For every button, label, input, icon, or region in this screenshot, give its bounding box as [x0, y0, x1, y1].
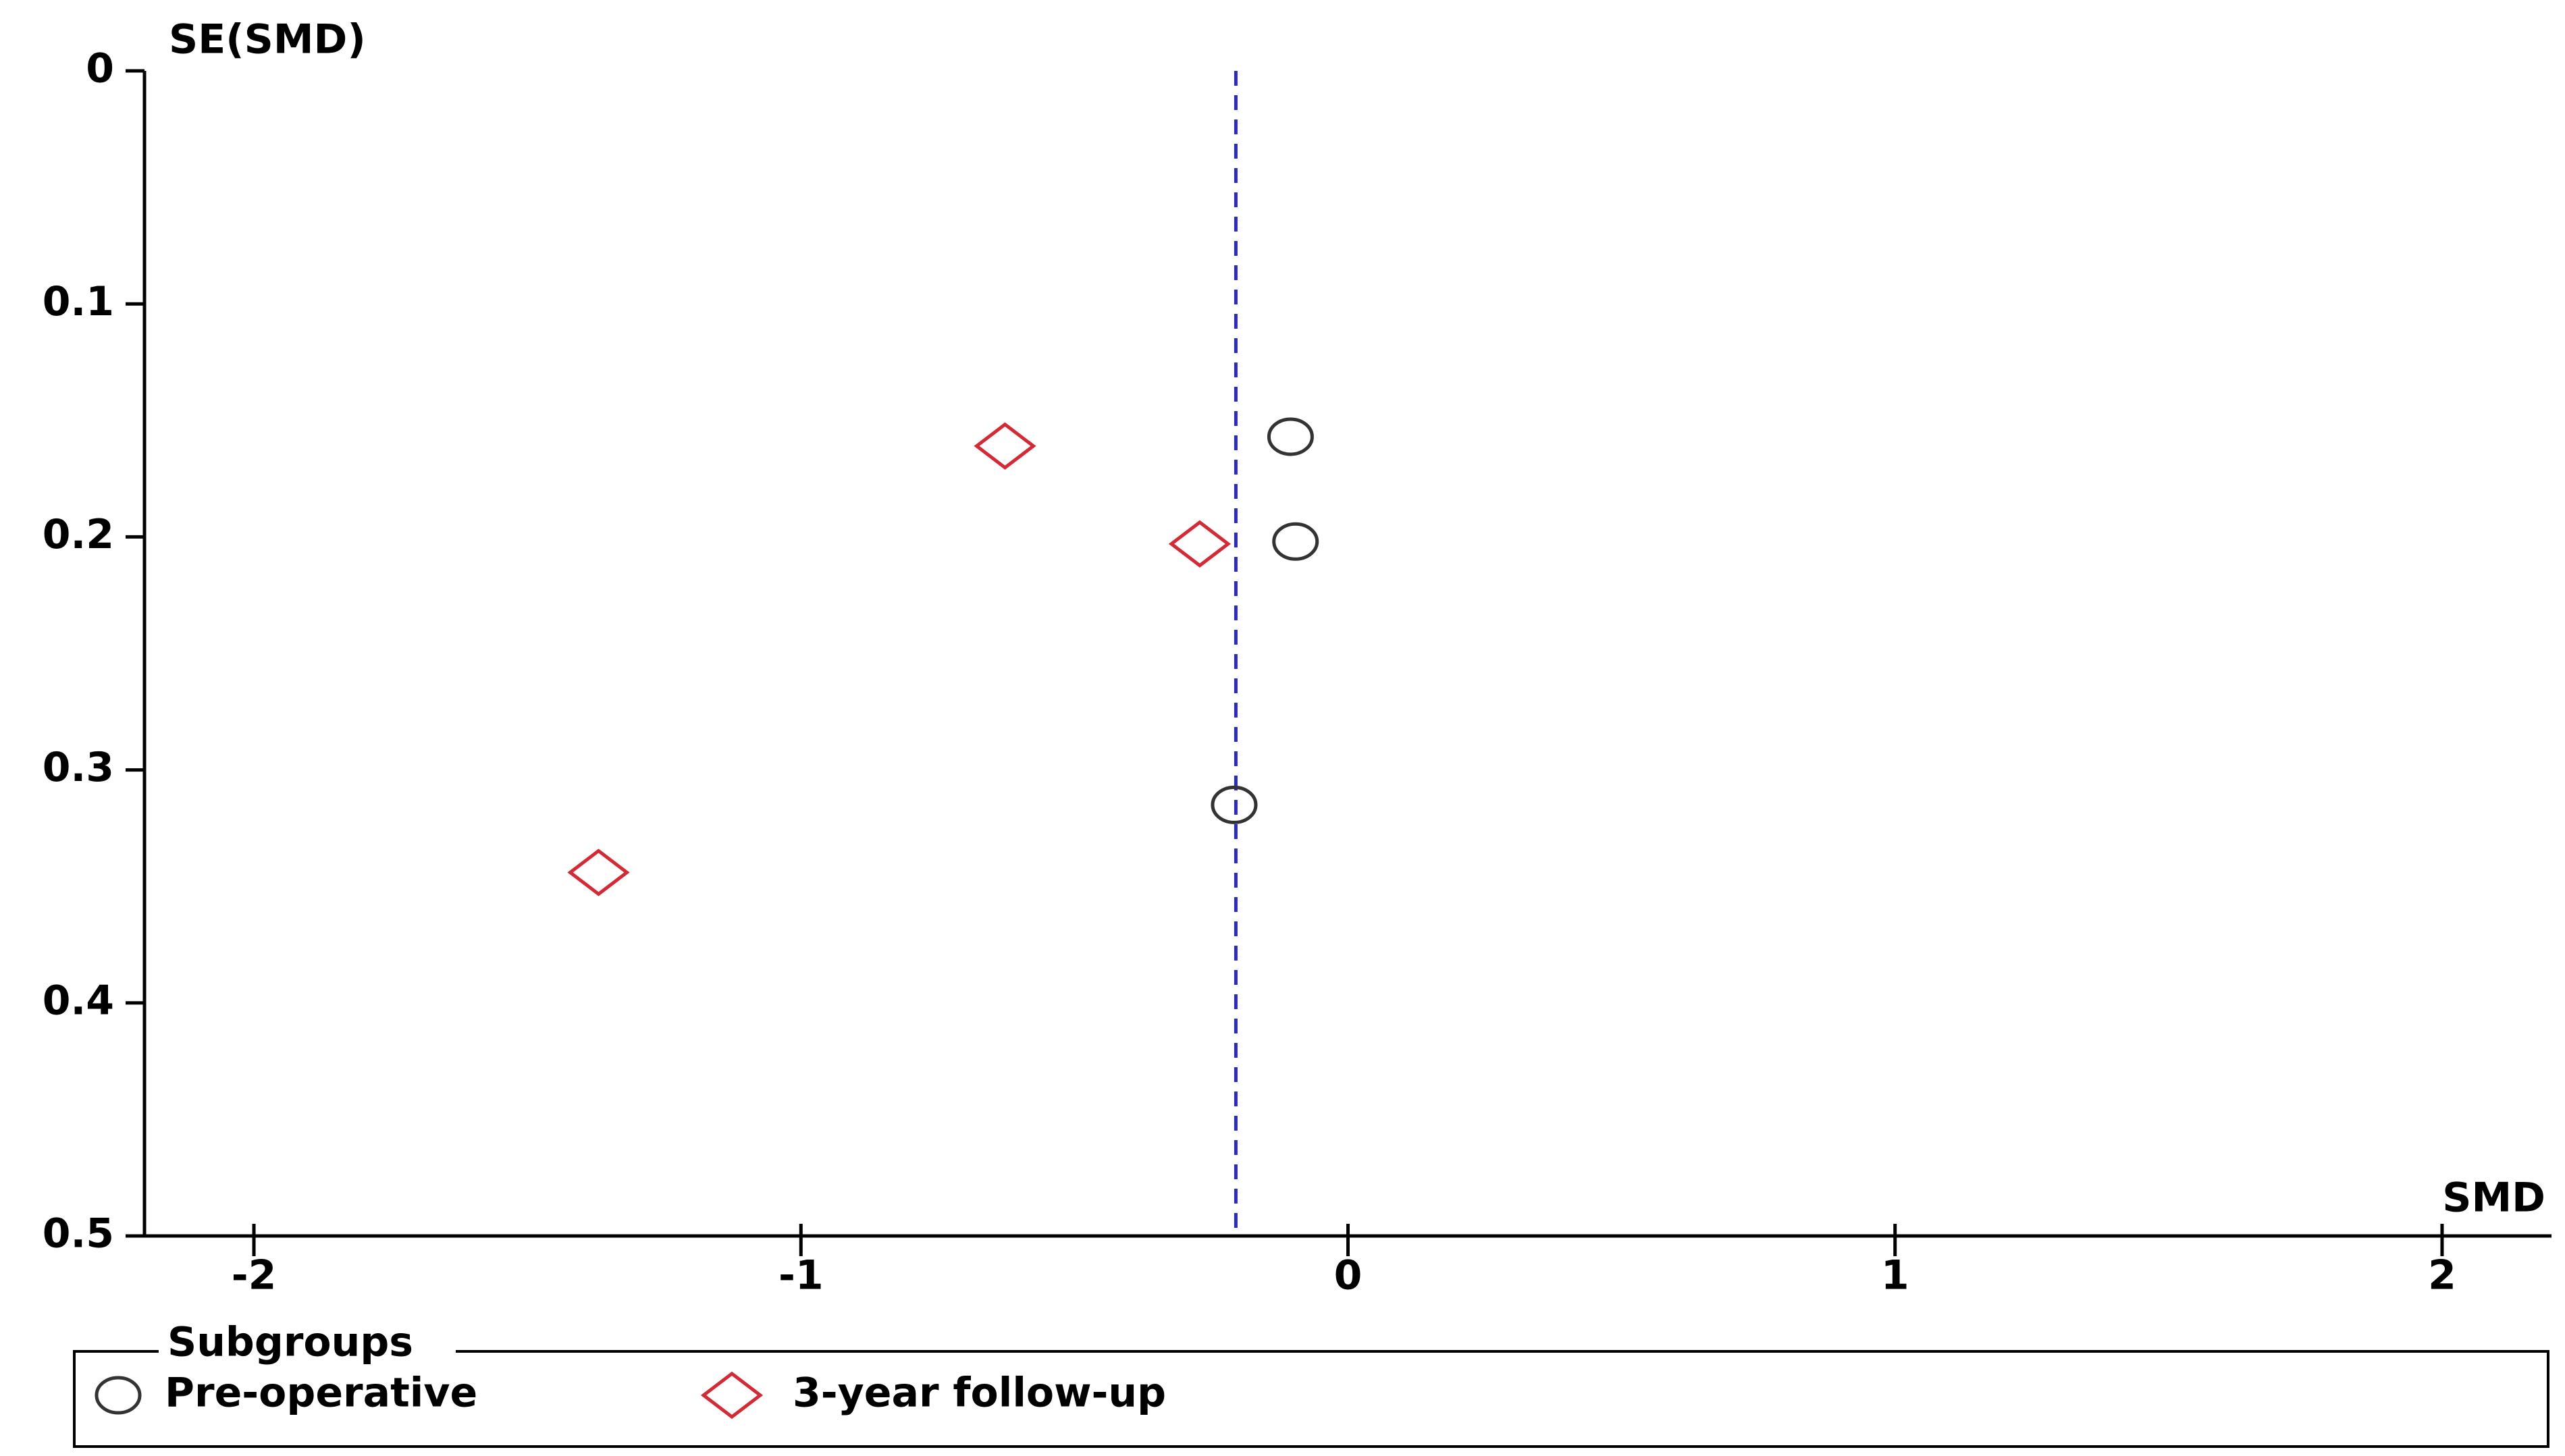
y-tick-label: 0.2 — [43, 511, 114, 558]
x-tick-label: 1 — [1881, 1252, 1909, 1299]
point-circle — [1267, 417, 1314, 456]
legend-label: 3-year follow-up — [793, 1370, 1166, 1417]
y-tick-label: 0.1 — [43, 278, 114, 325]
point-diamond — [1168, 520, 1232, 568]
point-diamond — [974, 422, 1036, 470]
legend-title-bg — [159, 1326, 456, 1367]
y-tick-label: 0.5 — [43, 1210, 114, 1258]
legend-symbol — [95, 1376, 142, 1415]
point-circle — [1272, 522, 1319, 561]
legend-label: Pre-operative — [165, 1370, 477, 1417]
y-tick-label: 0.3 — [43, 744, 114, 791]
legend-box — [73, 1350, 2549, 1448]
x-tick-label: -1 — [778, 1252, 824, 1299]
point-circle — [1211, 785, 1258, 824]
y-tick-label: 0.4 — [43, 977, 114, 1024]
legend-symbol — [700, 1371, 764, 1420]
legend-title: Subgroups — [167, 1319, 413, 1366]
x-axis-label: SMD — [2442, 1175, 2545, 1222]
point-diamond — [567, 848, 630, 896]
x-tick-label: -2 — [232, 1252, 277, 1299]
y-axis-label: SE(SMD) — [169, 16, 366, 63]
x-tick-label: 2 — [2428, 1252, 2456, 1299]
legend: Subgroups — [73, 1319, 2549, 1448]
y-tick-label: 0 — [86, 45, 114, 92]
x-tick-label: 0 — [1334, 1252, 1363, 1299]
